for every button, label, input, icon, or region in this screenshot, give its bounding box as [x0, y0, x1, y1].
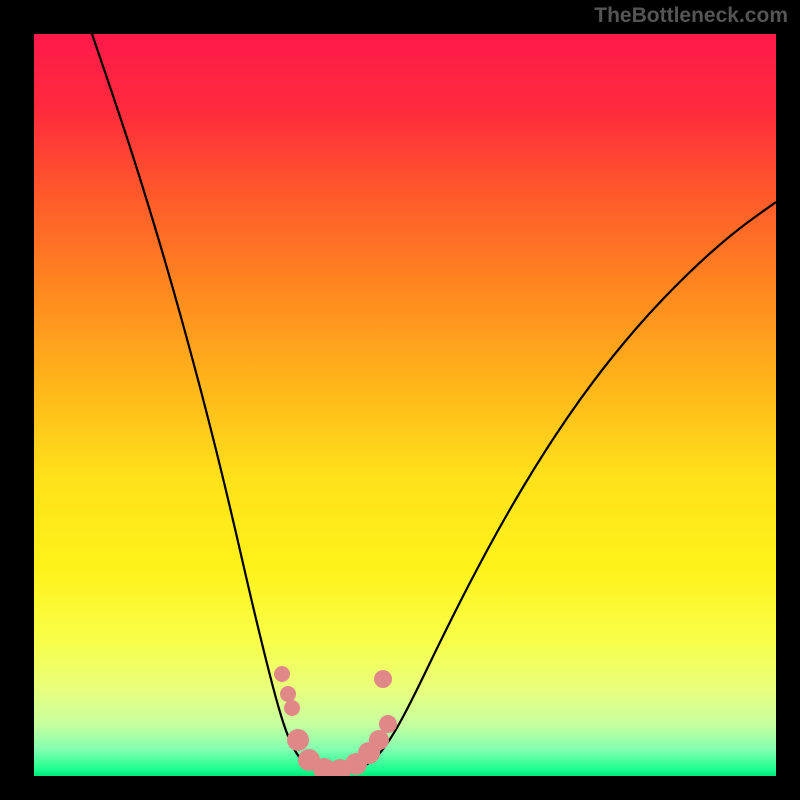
marker-point: [284, 700, 300, 716]
right-curve: [329, 202, 776, 774]
marker-point: [374, 670, 392, 688]
curve-overlay: [34, 34, 776, 776]
plot-area: [34, 34, 776, 776]
marker-point: [287, 729, 309, 751]
marker-point: [280, 686, 296, 702]
marker-point: [369, 730, 389, 750]
watermark-text: TheBottleneck.com: [594, 4, 788, 28]
marker-point: [274, 666, 290, 682]
chart-container: TheBottleneck.com: [0, 0, 800, 800]
marker-point: [379, 715, 397, 733]
left-curve: [92, 34, 329, 774]
